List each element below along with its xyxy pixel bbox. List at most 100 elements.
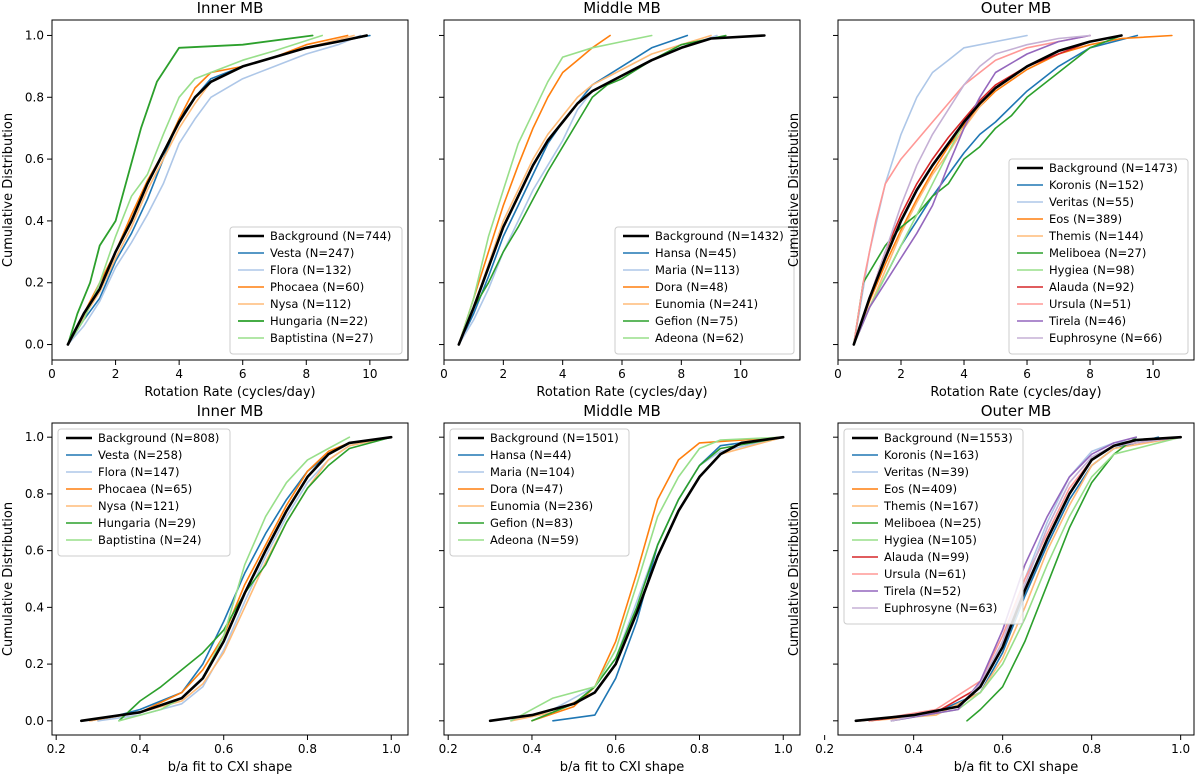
legend-label: Maria (N=113)	[655, 263, 740, 277]
legend-label: Hansa (N=45)	[655, 246, 737, 260]
x-tick-label: 0.2	[815, 742, 834, 756]
legend: Background (N=1501) Hansa (N=44) Maria (N=…	[449, 428, 630, 557]
legend: Background (N=744) Vesta (N=247) Flora (N=…	[229, 226, 403, 355]
y-tick-label: 0.4	[25, 214, 44, 228]
series-line	[868, 436, 1182, 722]
x-tick-label: 4	[960, 367, 968, 381]
legend-box	[57, 428, 231, 557]
x-tick-label: 0.4	[522, 742, 541, 756]
y-tick-label: 1.0	[25, 28, 44, 42]
series-group	[488, 435, 785, 723]
series-line	[531, 436, 785, 722]
legend-label: Euphrosyne (N=66)	[1049, 331, 1162, 345]
y-tick-label: 0.8	[25, 487, 44, 501]
x-axis-label: Rotation Rate (cycles/day)	[536, 385, 707, 400]
series-line	[457, 34, 766, 346]
x-tick-label: 6	[239, 367, 247, 381]
subplot-title: Outer MB	[981, 402, 1052, 420]
series-line	[510, 436, 785, 722]
series-line	[88, 436, 393, 722]
axes-frame	[51, 19, 409, 361]
y-tick-label: 0.0	[25, 714, 44, 728]
series-line	[510, 436, 785, 722]
legend-box	[614, 226, 795, 355]
legend-label: Maria (N=104)	[490, 465, 575, 479]
legend-label: Nysa (N=112)	[270, 297, 351, 311]
y-tick-label: 0.0	[25, 338, 44, 352]
x-tick-label: 0	[48, 367, 56, 381]
x-tick-label: 10	[362, 367, 377, 381]
legend-label: Background (N=1501)	[490, 431, 619, 445]
legend-label: Background (N=744)	[270, 229, 391, 243]
x-axis-label: b/a fit to CXI shape	[168, 760, 293, 775]
x-tick-label: 0.6	[606, 742, 625, 756]
subplot-1: Inner MB 0 2 4 6 8 10 0.0 0.2 0.4 0.6 0.8 1.0 Rotatio…	[1, 0, 409, 400]
x-tick-label: 0.6	[993, 742, 1012, 756]
series-line	[854, 435, 1182, 723]
subplot-title: Inner MB	[197, 402, 264, 420]
legend-label: Alauda (N=92)	[1049, 280, 1134, 294]
x-tick-label: 10	[1145, 367, 1160, 381]
subplot-title: Outer MB	[981, 0, 1052, 17]
subplot-title: Middle MB	[583, 402, 661, 420]
subplot-5: Middle MB 0.2 0.4 0.6 0.8 1.0 b/a fit to CXI s…	[439, 402, 801, 775]
legend-box	[229, 226, 403, 355]
subplot-title: Middle MB	[583, 0, 661, 17]
legend-label: Themis (N=167)	[883, 499, 979, 513]
series-group	[80, 435, 393, 723]
axes-frame	[443, 422, 801, 736]
x-tick-label: 0.4	[904, 742, 923, 756]
x-tick-label: 0.8	[690, 742, 709, 756]
legend: Background (N=808) Vesta (N=258) Flora (N=…	[57, 428, 231, 557]
x-tick-label: 1.0	[1171, 742, 1190, 756]
legend-label: Ursula (N=61)	[884, 567, 966, 581]
legend-label: Background (N=1432)	[655, 229, 784, 243]
y-axis-label: Cumulative Distribution	[787, 502, 802, 656]
x-tick-label: 0.2	[47, 742, 66, 756]
x-tick-label: 2	[897, 367, 905, 381]
legend-label: Eunomia (N=236)	[490, 499, 593, 513]
x-tick-label: 0.6	[214, 742, 233, 756]
subplot-4: Inner MB0.2 0.4 0.6 0.8 1.00.00.20.40.60.81.…	[1, 402, 409, 775]
legend-label: Hansa (N=44)	[490, 448, 572, 462]
legend-label: Hungaria (N=29)	[98, 516, 196, 530]
x-tick-label: 2	[112, 367, 120, 381]
x-tick-label: 0	[834, 367, 842, 381]
x-tick-label: 0	[440, 367, 448, 381]
legend-label: Vesta (N=247)	[270, 246, 354, 260]
series-line	[80, 435, 393, 723]
series-line	[852, 34, 1123, 346]
subplot-2: Middle MB 0 2 4 6 8 10 Rotation Rate (cycles/da…	[439, 0, 801, 400]
series-group	[66, 34, 371, 346]
x-tick-label: 1.0	[382, 742, 401, 756]
legend-label: Koronis (N=152)	[1049, 178, 1144, 192]
y-tick-label: 0.6	[25, 544, 44, 558]
legend-label: Dora (N=47)	[490, 482, 563, 496]
legend: Background (N=1553) Koronis (N=163) Verita…	[843, 428, 1024, 625]
series-line	[118, 436, 351, 722]
legend-label: Eunomia (N=241)	[655, 297, 758, 311]
legend-label: Background (N=1473)	[1049, 161, 1178, 175]
legend-label: Adeona (N=59)	[490, 533, 579, 547]
y-tick-label: 0.4	[25, 600, 44, 614]
x-axis-label: Rotation Rate (cycles/day)	[144, 385, 315, 400]
series-line	[88, 436, 393, 722]
series-line	[457, 34, 611, 346]
legend-label: Themis (N=144)	[1048, 229, 1144, 243]
y-tick-label: 0.6	[25, 152, 44, 166]
legend-box	[843, 428, 1024, 625]
x-tick-label: 0.2	[439, 742, 458, 756]
legend-label: Tirela (N=46)	[1048, 314, 1126, 328]
x-tick-label: 8	[1086, 367, 1094, 381]
y-axis-label: Cumulative Distribution	[1, 502, 16, 656]
y-tick-label: 0.8	[25, 90, 44, 104]
legend-label: Hygiea (N=98)	[1049, 263, 1135, 277]
legend-label: Baptistina (N=27)	[270, 331, 373, 345]
y-tick-label: 0.2	[25, 276, 44, 290]
legend-label: Alauda (N=99)	[884, 550, 969, 564]
legend-label: Vesta (N=258)	[98, 448, 182, 462]
x-tick-label: 0.8	[298, 742, 317, 756]
legend-label: Meliboea (N=27)	[1049, 246, 1146, 260]
legend-label: Flora (N=147)	[98, 465, 179, 479]
y-axis-label: Cumulative Distribution	[1, 113, 16, 267]
